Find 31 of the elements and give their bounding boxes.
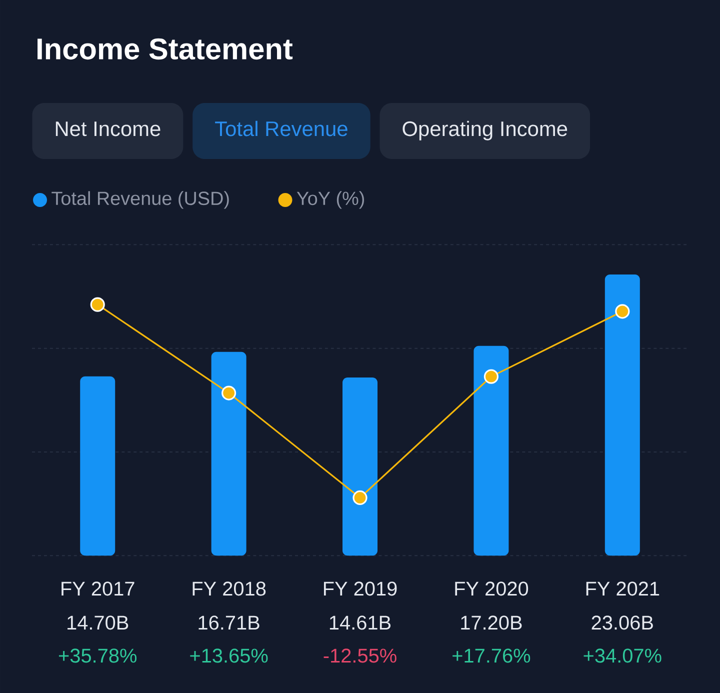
x-tick-label: FY 2017 <box>62 582 134 596</box>
chart-title: Income Statement <box>38 38 293 60</box>
legend-label: Total Revenue (USD) <box>52 191 229 209</box>
data-label: 14.70B <box>68 616 128 630</box>
x-tick-label: FY 2019 <box>324 582 397 596</box>
bar <box>474 346 509 556</box>
point <box>484 369 499 384</box>
point <box>90 297 105 312</box>
data-label: +13.65% <box>190 648 268 663</box>
data-label: 16.71B <box>198 616 260 630</box>
data-label: +35.78% <box>58 648 136 663</box>
text: Net Income <box>56 122 160 136</box>
bar <box>211 352 246 556</box>
x-tick-label: FY 2018 <box>192 582 266 596</box>
x-tick-label: FY 2021 <box>586 582 660 596</box>
bar <box>80 376 116 556</box>
text: Total Revenue <box>215 120 348 136</box>
data-label: +17.76% <box>452 648 530 663</box>
text: Operating Income <box>402 120 568 140</box>
point <box>352 490 368 506</box>
data-label: 14.61B <box>330 616 391 630</box>
data-label: -12.55% <box>324 648 396 663</box>
data-label: 17.20B <box>461 616 522 630</box>
x-tick-label: FY 2020 <box>455 582 528 596</box>
point <box>615 304 630 319</box>
bar <box>604 274 640 556</box>
legend-label: YoY (%) <box>296 191 364 209</box>
point <box>222 386 236 400</box>
bar <box>342 377 378 556</box>
data-label: +34.07% <box>584 648 662 663</box>
data-label: 23.06B <box>592 616 653 630</box>
